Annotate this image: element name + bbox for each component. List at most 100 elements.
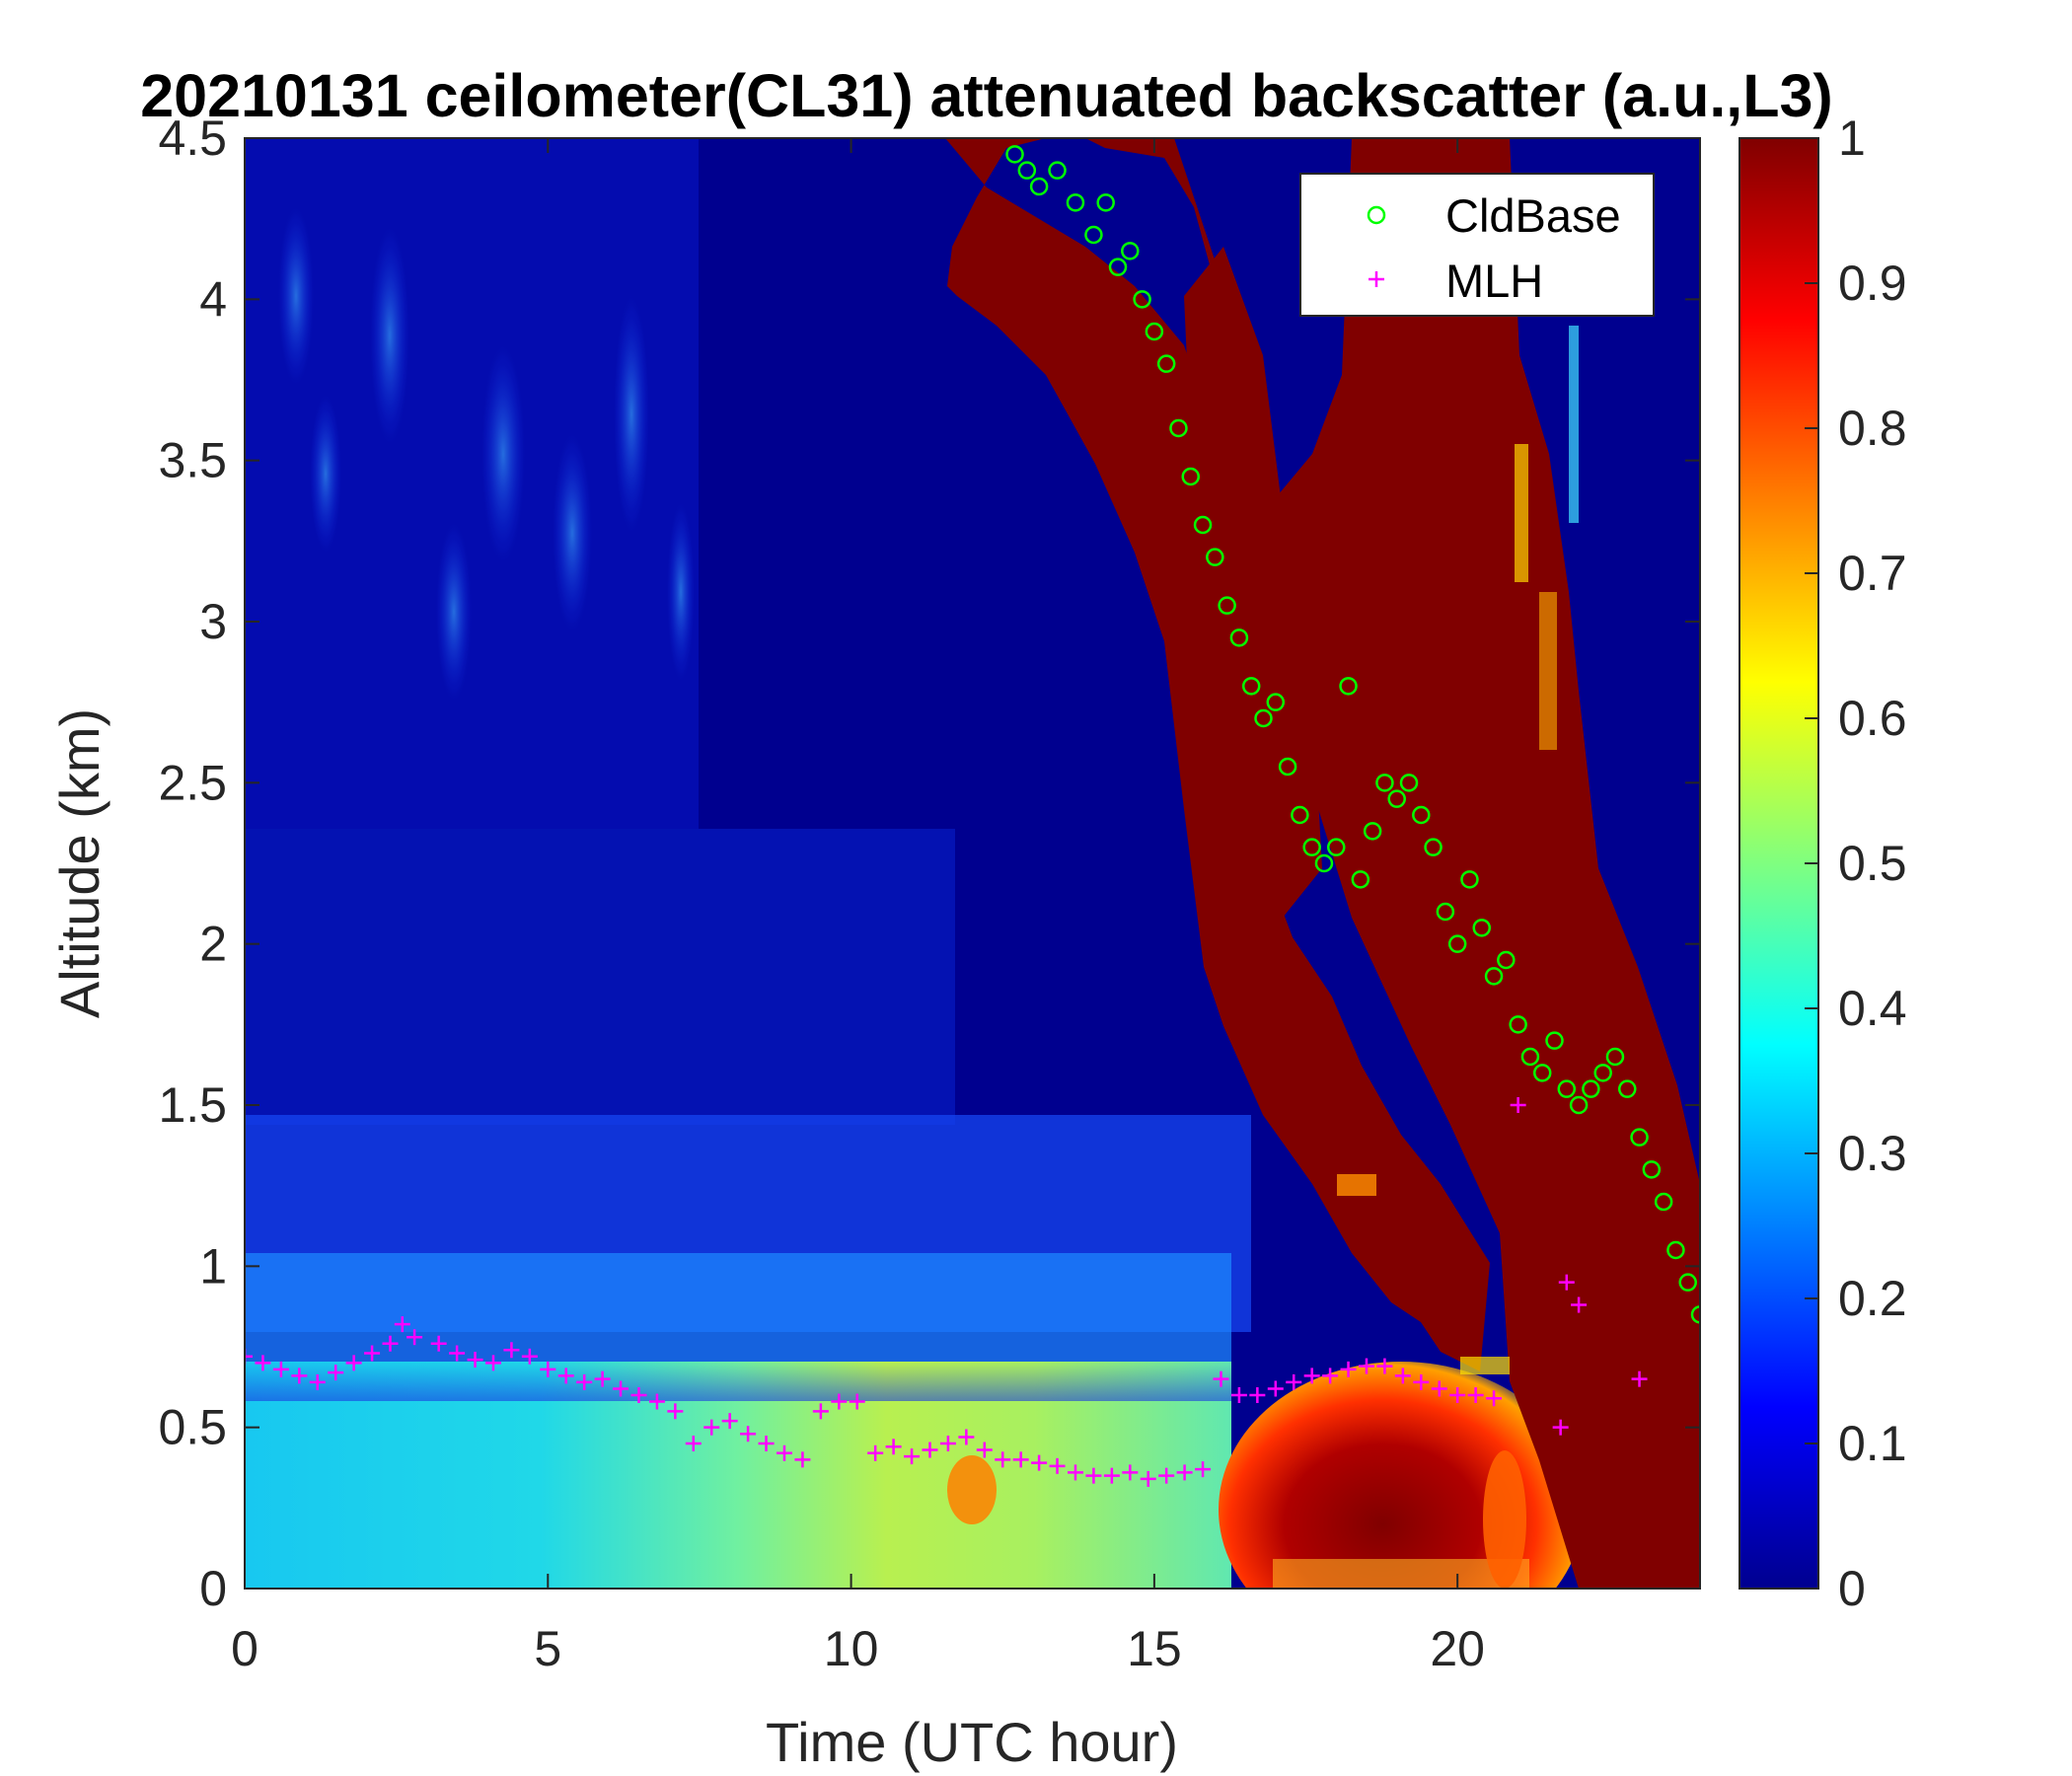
cldbase-point — [1121, 242, 1140, 260]
cldbase-point — [1241, 677, 1261, 696]
mlh-point — [1552, 1419, 1569, 1436]
colorbar-tick-label: 0 — [1838, 1561, 1866, 1616]
mlh-point — [904, 1448, 921, 1465]
x-tick-label: 15 — [1127, 1621, 1182, 1676]
mlh-point — [721, 1413, 738, 1430]
mlh-point — [1322, 1368, 1339, 1384]
cldbase-point — [1424, 838, 1443, 856]
mlh-point — [1571, 1296, 1588, 1313]
cldbase-point — [1447, 934, 1467, 953]
mlh-point — [272, 1361, 289, 1377]
legend-cldbase-label: CldBase — [1445, 189, 1621, 242]
cldbase-point — [1436, 902, 1455, 922]
mlh-point — [291, 1368, 308, 1384]
aerosol-streaks — [245, 138, 955, 1125]
cloud-band — [945, 138, 1700, 1589]
mlh-point — [703, 1419, 720, 1436]
cldbase-point — [1156, 354, 1176, 373]
y-tick-label: 3.5 — [158, 433, 227, 488]
cldbase-point — [1266, 693, 1286, 711]
cldbase-point — [1314, 853, 1334, 873]
mlh-point — [503, 1342, 520, 1359]
mlh-point — [613, 1380, 629, 1397]
mlh-point — [1067, 1464, 1083, 1481]
colorbar-tick-label: 0.2 — [1838, 1271, 1907, 1326]
cldbase-point — [1229, 629, 1249, 647]
mlh-point — [1158, 1467, 1175, 1484]
mlh-point — [1267, 1380, 1284, 1397]
cldbase-series — [1005, 145, 1700, 1324]
cldbase-point — [1460, 870, 1479, 889]
mlh-point — [1195, 1461, 1212, 1478]
cldbase-point — [1375, 774, 1394, 792]
y-tick-label: 1 — [199, 1238, 227, 1294]
mlh-point — [1340, 1361, 1357, 1377]
cldbase-point — [1642, 1160, 1662, 1179]
cldbase-point — [1005, 145, 1024, 164]
mlh-point — [521, 1348, 538, 1365]
mlh-point — [812, 1403, 829, 1420]
cldbase-point — [1630, 1128, 1649, 1147]
mlh-point — [576, 1373, 593, 1390]
cldbase-point — [1545, 1031, 1564, 1050]
cldbase-point — [1582, 1079, 1600, 1098]
cldbase-point — [1569, 1095, 1589, 1115]
mlh-point — [758, 1436, 775, 1451]
y-tick-label: 2 — [199, 917, 227, 972]
x-tick-label: 0 — [231, 1621, 259, 1676]
legend-mlh-marker — [1369, 271, 1384, 287]
cldbase-point — [1145, 322, 1164, 341]
mlh-point — [1122, 1464, 1139, 1481]
cldbase-point — [1017, 161, 1037, 180]
x-tick-label: 10 — [824, 1621, 879, 1676]
cldbase-point — [1108, 258, 1128, 276]
cldbase-point — [1218, 596, 1236, 615]
x-tick-label: 5 — [534, 1621, 561, 1676]
cldbase-point — [1133, 290, 1151, 309]
y-tick-label: 3 — [199, 594, 227, 649]
mlh-point — [1286, 1373, 1302, 1390]
x-axis-label: Time (UTC hour) — [766, 1711, 1178, 1773]
cldbase-point — [1193, 515, 1213, 535]
mlh-point — [976, 1442, 993, 1458]
mlh-point — [794, 1451, 811, 1468]
mlh-point — [594, 1370, 611, 1387]
y-tick-label: 0.5 — [158, 1400, 227, 1455]
mlh-point — [1431, 1380, 1447, 1397]
colorbar-tick-label: 0.7 — [1838, 546, 1907, 601]
colorbar-tick-label: 1 — [1838, 111, 1866, 166]
mlh-point — [484, 1355, 501, 1371]
cldbase-point — [1278, 757, 1297, 777]
cldbase-point — [1291, 805, 1309, 825]
mlh-point — [430, 1335, 447, 1352]
mlh-point — [345, 1355, 362, 1371]
cldbase-point — [1363, 822, 1382, 841]
colorbar-tick-label: 0.4 — [1838, 981, 1907, 1036]
mlh-point — [939, 1436, 956, 1451]
legend-cldbase-marker — [1367, 205, 1386, 225]
mlh-point — [1012, 1451, 1029, 1468]
mlh-point — [885, 1439, 902, 1455]
mlh-point — [1303, 1368, 1320, 1384]
mlh-point — [394, 1316, 410, 1333]
cldbase-point — [1327, 838, 1346, 856]
cldbase-point — [1605, 1047, 1625, 1067]
mlh-point — [1467, 1387, 1484, 1403]
heatmap — [245, 138, 1700, 1589]
mlh-point — [958, 1429, 975, 1445]
cldbase-point — [1302, 838, 1321, 856]
cldbase-point — [1387, 789, 1406, 808]
y-tick-label: 4.5 — [158, 111, 227, 166]
mlh-point — [1486, 1390, 1503, 1407]
cldbase-point — [1666, 1240, 1685, 1260]
mlh-point — [1176, 1464, 1193, 1481]
axes-box — [244, 137, 1701, 1590]
x-axis: 0 5 10 15 20 — [231, 138, 1485, 1676]
mlh-point — [1249, 1387, 1266, 1403]
cldbase-point — [1509, 1015, 1527, 1034]
mlh-point — [407, 1329, 423, 1346]
colorbar-gradient — [1739, 137, 1819, 1590]
mlh-point — [922, 1442, 938, 1458]
cldbase-point — [1593, 1064, 1612, 1082]
cldbase-point — [1399, 774, 1419, 792]
